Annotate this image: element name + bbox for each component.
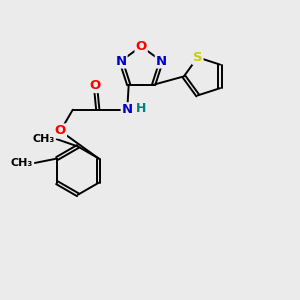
Text: CH₃: CH₃ [10,158,32,168]
Text: O: O [55,124,66,137]
Text: O: O [90,79,101,92]
Text: S: S [193,51,202,64]
Text: O: O [136,40,147,53]
Text: N: N [156,55,167,68]
Text: CH₃: CH₃ [32,134,54,144]
Text: H: H [136,102,146,115]
Text: N: N [116,55,127,68]
Text: N: N [122,103,133,116]
